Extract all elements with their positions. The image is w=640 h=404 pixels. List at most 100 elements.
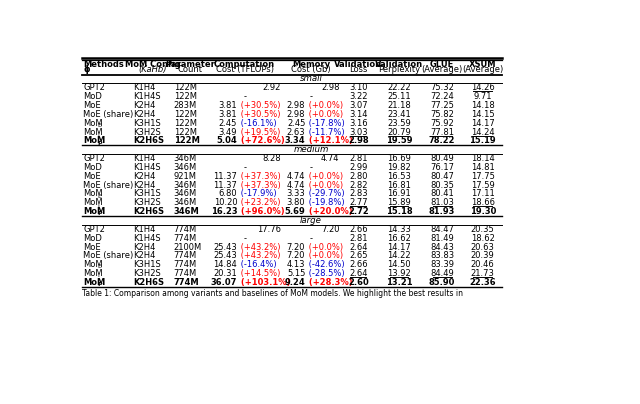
- Text: P: P: [98, 282, 102, 287]
- Text: 18.66: 18.66: [471, 198, 495, 207]
- Text: MoD: MoD: [83, 92, 102, 101]
- Text: 22.22: 22.22: [387, 83, 411, 92]
- Text: Validation: Validation: [334, 59, 382, 69]
- Text: -: -: [243, 234, 246, 243]
- Text: 20.39: 20.39: [471, 251, 495, 261]
- Text: (-42.6%): (-42.6%): [307, 260, 345, 269]
- Text: 78.22: 78.22: [429, 137, 455, 145]
- Text: XSUM: XSUM: [469, 59, 497, 69]
- Text: 18.62: 18.62: [471, 234, 495, 243]
- Text: (Average): (Average): [462, 65, 504, 74]
- Text: 81.03: 81.03: [430, 198, 454, 207]
- Text: Memory: Memory: [292, 59, 330, 69]
- Text: (+30.5%): (+30.5%): [238, 110, 281, 119]
- Text: E: E: [98, 265, 102, 269]
- Text: 4.74: 4.74: [321, 154, 339, 163]
- Text: 14.33: 14.33: [387, 225, 411, 234]
- Text: K1H4: K1H4: [133, 83, 156, 92]
- Text: 17.59: 17.59: [471, 181, 495, 189]
- Text: 346M: 346M: [173, 181, 197, 189]
- Text: Cost (TFLOPs): Cost (TFLOPs): [216, 65, 274, 74]
- Text: 77.25: 77.25: [430, 101, 454, 110]
- Text: 5.69: 5.69: [285, 207, 305, 216]
- Text: (+28.3%): (+28.3%): [307, 278, 353, 287]
- Text: MoD: MoD: [83, 163, 102, 172]
- Text: 5.04: 5.04: [216, 137, 237, 145]
- Text: K2H6S: K2H6S: [133, 278, 164, 287]
- Text: E: E: [98, 123, 102, 128]
- Text: 9.24: 9.24: [285, 278, 305, 287]
- Text: 16.23: 16.23: [211, 207, 237, 216]
- Text: 4.74: 4.74: [287, 172, 305, 181]
- Text: 3.80: 3.80: [287, 198, 305, 207]
- Text: MoE: MoE: [83, 172, 101, 181]
- Text: 25.11: 25.11: [387, 92, 411, 101]
- Text: 23.59: 23.59: [387, 119, 411, 128]
- Text: GLUE: GLUE: [430, 59, 454, 69]
- Text: 14.50: 14.50: [387, 260, 411, 269]
- Text: 16.81: 16.81: [387, 181, 411, 189]
- Text: 10.20: 10.20: [214, 198, 237, 207]
- Text: 774M: 774M: [173, 234, 197, 243]
- Text: (+20.0%): (+20.0%): [307, 207, 353, 216]
- Text: (-17.9%): (-17.9%): [238, 189, 277, 198]
- Text: 13.92: 13.92: [387, 269, 411, 278]
- Text: P: P: [98, 141, 102, 145]
- Text: Loss: Loss: [349, 65, 367, 74]
- Text: 16.69: 16.69: [387, 154, 411, 163]
- Text: 83.39: 83.39: [430, 260, 454, 269]
- Text: small: small: [300, 74, 323, 84]
- Text: 3.22: 3.22: [349, 92, 367, 101]
- Text: 14.18: 14.18: [471, 101, 495, 110]
- Text: MoM: MoM: [83, 207, 106, 216]
- Text: K2H4: K2H4: [133, 242, 156, 252]
- Text: 13.21: 13.21: [386, 278, 412, 287]
- Text: 3.34: 3.34: [285, 137, 305, 145]
- Text: 2.83: 2.83: [349, 189, 367, 198]
- Text: 22.36: 22.36: [469, 278, 496, 287]
- Text: 23.41: 23.41: [387, 110, 411, 119]
- Text: 80.35: 80.35: [430, 181, 454, 189]
- Text: Validation: Validation: [375, 59, 423, 69]
- Text: Table 1: Comparison among variants and baselines of MoM models. We highlight the: Table 1: Comparison among variants and b…: [83, 289, 463, 298]
- Text: 17.75: 17.75: [471, 172, 495, 181]
- Text: large: large: [300, 216, 322, 225]
- Text: GPT2: GPT2: [83, 83, 106, 92]
- Text: MoE: MoE: [83, 101, 101, 110]
- Text: K3H2S: K3H2S: [133, 128, 161, 137]
- Text: 2.63: 2.63: [287, 128, 305, 137]
- Text: (+0.0%): (+0.0%): [307, 101, 344, 110]
- Text: 15.18: 15.18: [386, 207, 412, 216]
- Text: 3.49: 3.49: [219, 128, 237, 137]
- Text: 17.11: 17.11: [471, 189, 495, 198]
- Text: 9.71: 9.71: [474, 92, 492, 101]
- Text: (+96.0%): (+96.0%): [238, 207, 285, 216]
- Text: 2.64: 2.64: [349, 269, 367, 278]
- Text: K2H6S: K2H6S: [133, 207, 164, 216]
- Text: 14.17: 14.17: [387, 242, 411, 252]
- Text: (+43.2%): (+43.2%): [238, 251, 281, 261]
- Text: 3.16: 3.16: [349, 119, 367, 128]
- Text: P: P: [98, 211, 102, 217]
- Text: K2H4: K2H4: [133, 110, 156, 119]
- Text: 122M: 122M: [173, 83, 196, 92]
- Text: MoE (share): MoE (share): [83, 110, 134, 119]
- Text: -: -: [243, 163, 246, 172]
- Text: (+12.1%): (+12.1%): [307, 137, 353, 145]
- Text: 80.47: 80.47: [430, 172, 454, 181]
- Text: (-16.1%): (-16.1%): [238, 119, 277, 128]
- Text: Perplexity: Perplexity: [378, 65, 420, 74]
- Text: 2.45: 2.45: [219, 119, 237, 128]
- Text: (+14.5%): (+14.5%): [238, 269, 280, 278]
- Text: 20.63: 20.63: [471, 242, 495, 252]
- Text: 3.03: 3.03: [349, 128, 367, 137]
- Text: (+23.2%): (+23.2%): [238, 198, 281, 207]
- Text: 2.99: 2.99: [349, 163, 367, 172]
- Text: 36.07: 36.07: [211, 278, 237, 287]
- Text: 4.74: 4.74: [287, 181, 305, 189]
- Text: 3.07: 3.07: [349, 101, 367, 110]
- Text: 76.17: 76.17: [430, 163, 454, 172]
- Text: 21.18: 21.18: [387, 101, 411, 110]
- Text: 25.43: 25.43: [214, 251, 237, 261]
- Text: (+37.3%): (+37.3%): [238, 172, 281, 181]
